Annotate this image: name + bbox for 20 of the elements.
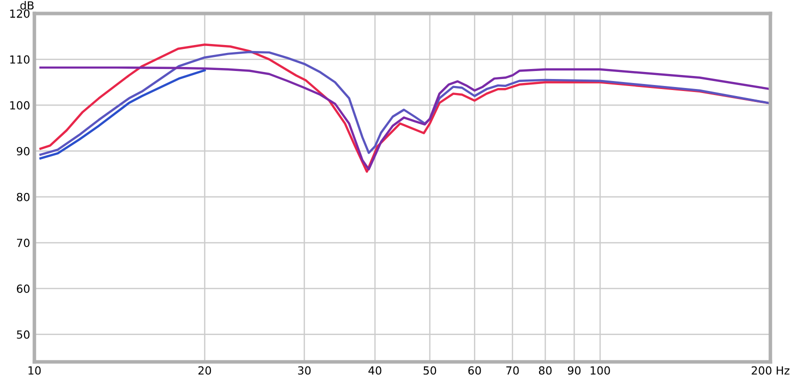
x-tick-label: 80	[538, 366, 552, 375]
x-tick-label: 40	[368, 366, 382, 375]
x-tick-label: 90	[568, 366, 581, 375]
y-tick-label: 70	[17, 238, 30, 248]
x-tick-label: 200 Hz	[752, 366, 790, 375]
y-tick-label: 120	[10, 9, 30, 18]
y-tick-label: 80	[16, 192, 30, 202]
x-tick-label: 100	[590, 366, 610, 375]
x-tick-label: 50	[424, 366, 436, 375]
y-tick-label: 50	[16, 330, 30, 339]
y-tick-label: 60	[16, 284, 30, 293]
y-axis-title: dB	[20, 0, 34, 10]
x-tick-label: 10	[28, 366, 41, 375]
y-tick-label: 100	[10, 101, 30, 110]
x-tick-label: 70	[506, 366, 519, 375]
y-tick-label: 90	[16, 146, 30, 156]
x-tick-label: 30	[298, 366, 311, 375]
x-tick-label: 20	[198, 366, 212, 375]
x-tick-label: 60	[468, 366, 481, 375]
y-tick-label: 110	[10, 55, 30, 64]
